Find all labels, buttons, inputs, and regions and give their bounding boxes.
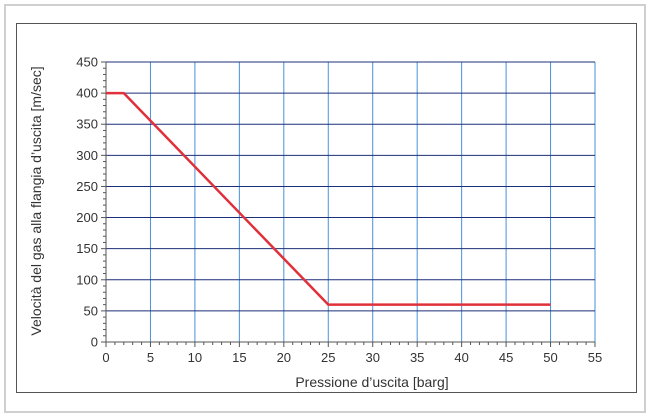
y-tick-label-100: 100 (76, 272, 98, 287)
y-tick-label-350: 350 (76, 117, 98, 132)
x-tick-label-10: 10 (188, 350, 202, 365)
x-tick-label-50: 50 (543, 350, 557, 365)
chart-outer-frame (4, 4, 646, 413)
grid-layer (106, 61, 596, 342)
series-layer (106, 91, 551, 306)
y-tick-label-150: 150 (76, 241, 98, 256)
x-tick-label-40: 40 (454, 350, 468, 365)
y-tick-label-450: 450 (76, 55, 98, 70)
y-tick-label-300: 300 (76, 148, 98, 163)
chart-inner-frame (16, 23, 637, 393)
y-tick-label-0: 0 (91, 335, 98, 350)
series-line-0 (106, 91, 551, 306)
y-tick-label-400: 400 (76, 86, 98, 101)
x-axis-title: Pressione d’uscita [barg] (295, 374, 448, 390)
x-tick-label-25: 25 (321, 350, 335, 365)
y-tick-label-50: 50 (84, 303, 98, 318)
axis-layer (101, 61, 596, 347)
x-tick-label-5: 5 (147, 350, 154, 365)
y-axis-title: Velocità del gas alla flangia d’uscita [… (28, 66, 44, 335)
x-tick-label-20: 20 (277, 350, 291, 365)
tick-label-layer: 0 50 100 150 200 250 300 350 400 450 0 5 10 15 20 25 30 3… (76, 55, 602, 366)
x-tick-label-30: 30 (365, 350, 379, 365)
x-tick-label-0: 0 (102, 350, 109, 365)
y-tick-label-250: 250 (76, 179, 98, 194)
x-tick-label-35: 35 (410, 350, 424, 365)
x-tick-label-45: 45 (499, 350, 513, 365)
x-tick-label-55: 55 (588, 350, 602, 365)
x-tick-label-15: 15 (232, 350, 246, 365)
y-tick-label-200: 200 (76, 210, 98, 225)
